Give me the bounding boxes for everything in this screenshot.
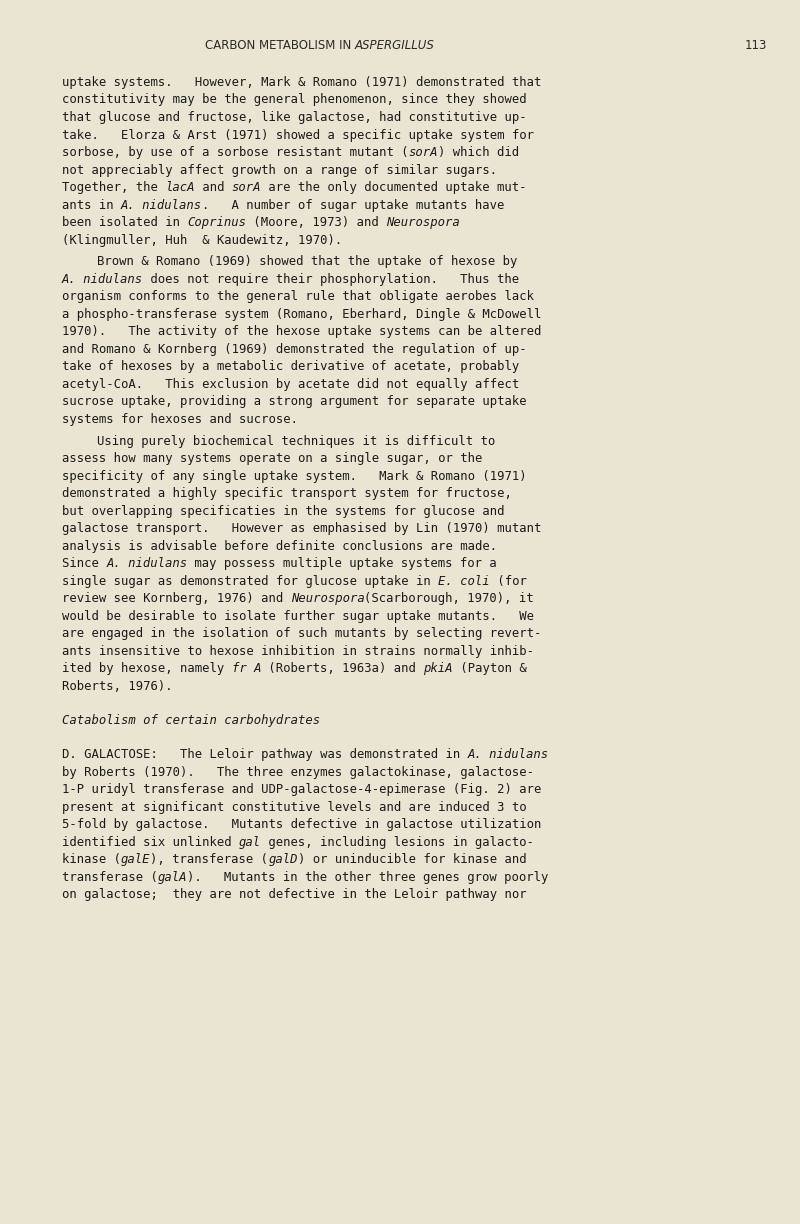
Text: (Roberts, 1963a) and: (Roberts, 1963a) and — [261, 662, 423, 676]
Text: lacA: lacA — [166, 181, 194, 193]
Text: A. nidulans: A. nidulans — [121, 198, 202, 212]
Text: assess how many systems operate on a single sugar, or the: assess how many systems operate on a sin… — [62, 452, 482, 465]
Text: sucrose uptake, providing a strong argument for separate uptake: sucrose uptake, providing a strong argum… — [62, 395, 526, 409]
Text: acetyl-CoA.   This exclusion by acetate did not equally affect: acetyl-CoA. This exclusion by acetate di… — [62, 378, 519, 390]
Text: sorbose, by use of a sorbose resistant mutant (: sorbose, by use of a sorbose resistant m… — [62, 146, 409, 159]
Text: ) which did: ) which did — [438, 146, 519, 159]
Text: sorA: sorA — [409, 146, 438, 159]
Text: are the only documented uptake mut-: are the only documented uptake mut- — [261, 181, 526, 193]
Text: galA: galA — [158, 870, 187, 884]
Text: ants in: ants in — [62, 198, 121, 212]
Text: Using purely biochemical techniques it is difficult to: Using purely biochemical techniques it i… — [97, 435, 495, 448]
Text: 5-fold by galactose.   Mutants defective in galactose utilization: 5-fold by galactose. Mutants defective i… — [62, 818, 542, 831]
Text: galE: galE — [121, 853, 150, 867]
Text: uptake systems.   However, Mark & Romano (1971) demonstrated that: uptake systems. However, Mark & Romano (… — [62, 76, 542, 89]
Text: not appreciably affect growth on a range of similar sugars.: not appreciably affect growth on a range… — [62, 164, 497, 176]
Text: Brown & Romano (1969) showed that the uptake of hexose by: Brown & Romano (1969) showed that the up… — [97, 256, 518, 268]
Text: systems for hexoses and sucrose.: systems for hexoses and sucrose. — [62, 412, 298, 426]
Text: would be desirable to isolate further sugar uptake mutants.   We: would be desirable to isolate further su… — [62, 610, 534, 623]
Text: take.   Elorza & Arst (1971) showed a specific uptake system for: take. Elorza & Arst (1971) showed a spec… — [62, 129, 534, 142]
Text: Neurospora: Neurospora — [386, 215, 460, 229]
Text: E. coli: E. coli — [438, 575, 490, 588]
Text: present at significant constitutive levels and are induced 3 to: present at significant constitutive leve… — [62, 800, 526, 814]
Text: A. nidulans: A. nidulans — [106, 557, 187, 570]
Text: specificity of any single uptake system.   Mark & Romano (1971): specificity of any single uptake system.… — [62, 470, 526, 482]
Text: ASPERGILLUS: ASPERGILLUS — [355, 39, 435, 51]
Text: (Payton &: (Payton & — [453, 662, 526, 676]
Text: kinase (: kinase ( — [62, 853, 121, 867]
Text: and: and — [194, 181, 232, 193]
Text: ).   Mutants in the other three genes grow poorly: ). Mutants in the other three genes grow… — [187, 870, 549, 884]
Text: on galactose;  they are not defective in the Leloir pathway nor: on galactose; they are not defective in … — [62, 887, 526, 901]
Text: single sugar as demonstrated for glucose uptake in: single sugar as demonstrated for glucose… — [62, 575, 438, 588]
Text: sorA: sorA — [232, 181, 261, 193]
Text: by Roberts (1970).   The three enzymes galactokinase, galactose-: by Roberts (1970). The three enzymes gal… — [62, 765, 534, 778]
Text: organism conforms to the general rule that obligate aerobes lack: organism conforms to the general rule th… — [62, 290, 534, 304]
Text: .   A number of sugar uptake mutants have: . A number of sugar uptake mutants have — [202, 198, 505, 212]
Text: Neurospora: Neurospora — [290, 592, 364, 605]
Text: Coprinus: Coprinus — [187, 215, 246, 229]
Text: pkiA: pkiA — [423, 662, 453, 676]
Text: transferase (: transferase ( — [62, 870, 158, 884]
Text: (Moore, 1973) and: (Moore, 1973) and — [246, 215, 386, 229]
Text: analysis is advisable before definite conclusions are made.: analysis is advisable before definite co… — [62, 540, 497, 553]
Text: been isolated in: been isolated in — [62, 215, 187, 229]
Text: Catabolism of certain carbohydrates: Catabolism of certain carbohydrates — [62, 714, 320, 727]
Text: A. nidulans: A. nidulans — [62, 273, 143, 286]
Text: D. GALACTOSE:   The Leloir pathway was demonstrated in: D. GALACTOSE: The Leloir pathway was dem… — [62, 748, 468, 761]
Text: that glucose and fructose, like galactose, had constitutive up-: that glucose and fructose, like galactos… — [62, 111, 526, 124]
Text: take of hexoses by a metabolic derivative of acetate, probably: take of hexoses by a metabolic derivativ… — [62, 360, 519, 373]
Text: identified six unlinked: identified six unlinked — [62, 836, 239, 848]
Text: demonstrated a highly specific transport system for fructose,: demonstrated a highly specific transport… — [62, 487, 512, 501]
Text: galactose transport.   However as emphasised by Lin (1970) mutant: galactose transport. However as emphasis… — [62, 523, 542, 535]
Text: 113: 113 — [745, 39, 767, 51]
Text: 1970).   The activity of the hexose uptake systems can be altered: 1970). The activity of the hexose uptake… — [62, 326, 542, 338]
Text: are engaged in the isolation of such mutants by selecting revert-: are engaged in the isolation of such mut… — [62, 627, 542, 640]
Text: does not require their phosphorylation.   Thus the: does not require their phosphorylation. … — [143, 273, 519, 286]
Text: Roberts, 1976).: Roberts, 1976). — [62, 679, 173, 693]
Text: and Romano & Kornberg (1969) demonstrated the regulation of up-: and Romano & Kornberg (1969) demonstrate… — [62, 343, 526, 356]
Text: fr A: fr A — [232, 662, 261, 676]
Text: Since: Since — [62, 557, 106, 570]
Text: (for: (for — [490, 575, 526, 588]
Text: Together, the: Together, the — [62, 181, 166, 193]
Text: A. nidulans: A. nidulans — [468, 748, 549, 761]
Text: ), transferase (: ), transferase ( — [150, 853, 269, 867]
Text: ited by hexose, namely: ited by hexose, namely — [62, 662, 232, 676]
Text: constitutivity may be the general phenomenon, since they showed: constitutivity may be the general phenom… — [62, 93, 526, 106]
Text: (Klingmuller, Huh  & Kaudewitz, 1970).: (Klingmuller, Huh & Kaudewitz, 1970). — [62, 234, 342, 246]
Text: review see Kornberg, 1976) and: review see Kornberg, 1976) and — [62, 592, 290, 605]
Text: (Scarborough, 1970), it: (Scarborough, 1970), it — [364, 592, 534, 605]
Text: but overlapping specificaties in the systems for glucose and: but overlapping specificaties in the sys… — [62, 504, 505, 518]
Text: ) or uninducible for kinase and: ) or uninducible for kinase and — [298, 853, 526, 867]
Text: gal: gal — [239, 836, 261, 848]
Text: galD: galD — [269, 853, 298, 867]
Text: ants insensitive to hexose inhibition in strains normally inhib-: ants insensitive to hexose inhibition in… — [62, 645, 534, 657]
Text: may possess multiple uptake systems for a: may possess multiple uptake systems for … — [187, 557, 497, 570]
Text: genes, including lesions in galacto-: genes, including lesions in galacto- — [261, 836, 534, 848]
Text: CARBON METABOLISM IN: CARBON METABOLISM IN — [205, 39, 355, 51]
Text: a phospho-transferase system (Romano, Eberhard, Dingle & McDowell: a phospho-transferase system (Romano, Eb… — [62, 308, 542, 321]
Text: 1-P uridyl transferase and UDP-galactose-4-epimerase (Fig. 2) are: 1-P uridyl transferase and UDP-galactose… — [62, 783, 542, 796]
